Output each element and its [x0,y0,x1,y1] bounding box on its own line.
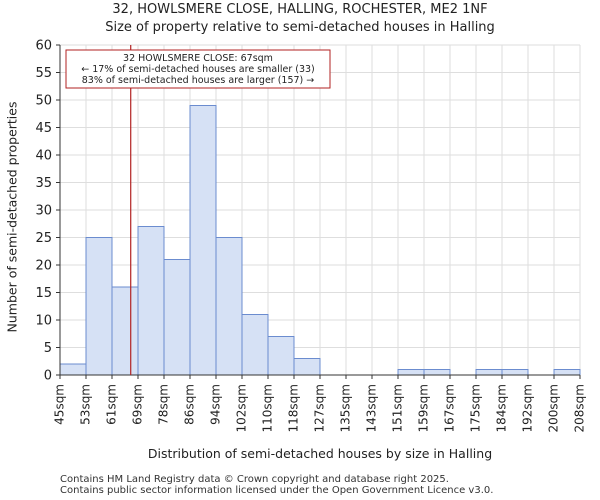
x-tick-labels: 45sqm 53sqm 61sqm 69sqm 78sqm 86sqm 94sqm 102sq… [53,384,587,432]
y-tick-label: 25 [35,231,52,246]
histogram-bar [293,358,321,376]
annotation-line-2: ← 17% of semi-detached houses are smalle… [81,64,315,75]
x-tick-label: 135sqm [339,384,353,432]
y-tick-label: 60 [35,39,52,54]
x-tick-label: 175sqm [469,384,483,432]
histogram-bar [397,369,425,376]
histogram-bar [111,286,139,376]
x-tick-label: 102sqm [235,384,249,432]
x-tick-label: 118sqm [287,384,301,432]
histogram-bar [59,363,87,376]
y-tick-label: 30 [35,204,52,219]
x-tick-label: 167sqm [443,384,457,432]
y-tick-label: 15 [35,286,52,301]
histogram-bar [189,105,217,376]
x-tick-label: 208sqm [573,384,587,432]
footer-licence: Contains public sector information licen… [60,485,494,496]
x-tick-label: 53sqm [79,384,93,425]
x-tick-label: 192sqm [521,384,535,432]
x-tick-label: 159sqm [417,384,431,432]
annotation-line-3: 83% of semi-detached houses are larger (… [82,75,315,86]
histogram-bar [423,369,451,376]
chart-subtitle: Size of property relative to semi-detach… [105,20,495,35]
annotation-box: 32 HOWLSMERE CLOSE: 67sqm ← 17% of semi-… [65,49,331,89]
histogram-bar [475,369,503,376]
histogram-bar [215,237,243,376]
annotation-border [65,49,331,89]
y-tick-label: 0 [44,369,52,384]
axes [56,44,581,379]
x-tick-label: 184sqm [495,384,509,432]
x-tick-label: 110sqm [261,384,275,432]
y-tick-label: 20 [35,259,52,274]
x-tick-label: 127sqm [313,384,327,432]
footer-copyright: Contains HM Land Registry data © Crown c… [60,474,449,485]
x-tick-label: 45sqm [53,384,67,425]
annotation-line-1: 32 HOWLSMERE CLOSE: 67sqm [123,53,273,64]
y-tick-label: 10 [35,314,52,329]
x-axis-label: Distribution of semi-detached houses by … [148,446,492,461]
x-tick-label: 69sqm [131,384,145,425]
y-tick-label: 5 [44,341,52,356]
y-axis-label: Number of semi-detached properties [5,102,20,333]
y-tick-label: 40 [35,149,52,164]
x-tick-label: 200sqm [547,384,561,432]
y-tick-labels: 0 5 10 15 20 25 30 35 40 45 50 55 60 [35,39,52,384]
x-tick-label: 78sqm [157,384,171,425]
chart-title-address: 32, HOWLSMERE CLOSE, HALLING, ROCHESTER,… [112,2,488,17]
histogram-bar [553,369,581,376]
histogram-bar [241,314,269,376]
x-tick-label: 61sqm [105,384,119,425]
histogram-bar [137,226,165,376]
histogram-bar [501,369,529,376]
histogram-bar [85,237,113,376]
histogram-bar [267,336,295,376]
y-tick-label: 45 [35,121,52,136]
y-tick-label: 35 [35,176,52,191]
x-tick-label: 143sqm [365,384,379,432]
bars-group [59,105,581,376]
x-tick-label: 94sqm [209,384,223,425]
x-tick-label: 86sqm [183,384,197,425]
histogram-bar [163,259,191,376]
x-tick-label: 151sqm [391,384,405,432]
y-tick-label: 55 [35,66,52,81]
y-tick-label: 50 [35,94,52,109]
